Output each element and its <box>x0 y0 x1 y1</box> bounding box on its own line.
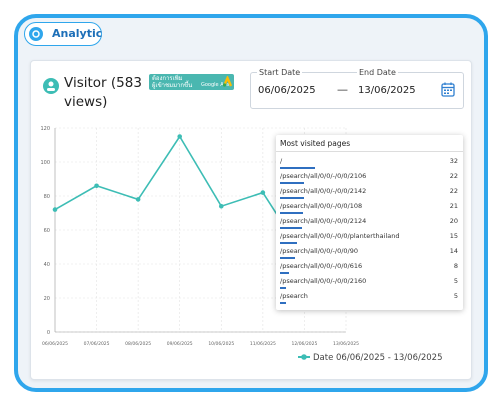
count-bar <box>280 182 305 184</box>
end-date[interactable]: 13/06/2025 <box>358 85 416 96</box>
y-tick-label: 40 <box>44 262 50 268</box>
ads-logo <box>222 76 233 87</box>
count-bar <box>280 167 316 169</box>
ad-badge[interactable]: ต้องการเพิ่ม ผู้เข้าชมมากขึ้น Google Ads <box>149 74 234 90</box>
count-bar <box>280 212 304 214</box>
count-bar <box>280 242 297 244</box>
page-path[interactable]: /psearch/all/0/0/-/0/0/2160 <box>280 277 367 285</box>
y-tick-label: 60 <box>44 228 50 234</box>
page-path[interactable]: /psearch/all/0/0/-/0/0/planterthailand <box>280 232 400 240</box>
count-bar <box>280 272 289 274</box>
page-count: 5 <box>453 292 458 300</box>
start-date[interactable]: 06/06/2025 <box>258 85 316 96</box>
page-count: 14 <box>449 247 458 255</box>
x-tick-label: 11/06/2025 <box>250 341 276 347</box>
page-count: 32 <box>449 157 458 165</box>
dash: — <box>337 83 348 96</box>
point <box>218 203 224 209</box>
visitor-icon <box>43 78 59 94</box>
y-tick-label: 80 <box>44 194 50 200</box>
point <box>260 190 266 195</box>
count-bar <box>280 302 286 304</box>
count-bar <box>280 257 296 259</box>
y-tick-label: 0 <box>47 330 50 336</box>
page-path[interactable]: /psearch/all/0/0/-/0/0/2142 <box>280 187 367 195</box>
page-count: 20 <box>449 217 458 225</box>
x-tick-label: 09/06/2025 <box>167 341 193 347</box>
page-path[interactable]: /psearch/all/0/0/-/0/0/108 <box>280 202 363 210</box>
page-count: 5 <box>453 277 458 285</box>
count-bar <box>280 227 302 229</box>
x-tick-label: 06/06/2025 <box>42 341 68 347</box>
badge-text: Google Ads <box>201 82 230 88</box>
point <box>52 207 58 212</box>
page-path[interactable]: / <box>280 157 283 165</box>
tab-label[interactable]: Analytic <box>52 27 103 40</box>
y-tick-label: 20 <box>44 296 50 302</box>
x-tick-label: 13/06/2025 <box>333 341 359 347</box>
date-range[interactable]: Start Date End Date 06/06/2025 — 13/06/2… <box>250 68 464 109</box>
page-path[interactable]: /psearch/all/0/0/-/0/0/90 <box>280 247 358 255</box>
x-tick-label: 10/06/2025 <box>208 341 234 347</box>
page-count: 22 <box>449 172 458 180</box>
y-tick-label: 120 <box>40 126 50 132</box>
x-tick-label: 07/06/2025 <box>84 341 110 347</box>
page-count: 15 <box>449 232 458 240</box>
page-path[interactable]: /psearch <box>280 292 308 300</box>
page-count: 22 <box>449 187 458 195</box>
calendar-icon[interactable] <box>441 82 455 97</box>
point <box>177 134 183 139</box>
start-label: Start Date <box>257 68 303 77</box>
popup-divider <box>276 151 463 152</box>
popup: Most visited pages / 32/psearch/all/0/0/-… <box>276 135 463 310</box>
x-tick-label: 12/06/2025 <box>291 341 317 347</box>
x-tick-label: 08/06/2025 <box>125 341 151 347</box>
page-count: 8 <box>453 262 458 270</box>
popup-title: Most visited pages <box>280 139 351 148</box>
gear-icon <box>29 27 43 41</box>
badge-text: ต้องการเพิ่ม <box>152 75 183 82</box>
legend-label: Date 06/06/2025 - 13/06/2025 <box>313 353 442 363</box>
page-path[interactable]: /psearch/all/0/0/-/0/0/2124 <box>280 217 367 225</box>
end-label: End Date <box>357 68 398 77</box>
count-bar <box>280 197 305 199</box>
point <box>94 183 99 189</box>
page-path[interactable]: /psearch/all/0/0/-/0/0/616 <box>280 262 363 270</box>
badge-text: ผู้เข้าชมมากขึ้น <box>152 82 193 89</box>
count-bar <box>280 287 286 289</box>
y-tick-label: 100 <box>40 160 50 166</box>
point <box>135 197 141 202</box>
page-count: 21 <box>449 202 458 210</box>
title: Visitor (583 views) <box>64 75 142 110</box>
legend-dot <box>301 354 307 360</box>
page-path[interactable]: /psearch/all/0/0/-/0/0/2106 <box>280 172 367 180</box>
